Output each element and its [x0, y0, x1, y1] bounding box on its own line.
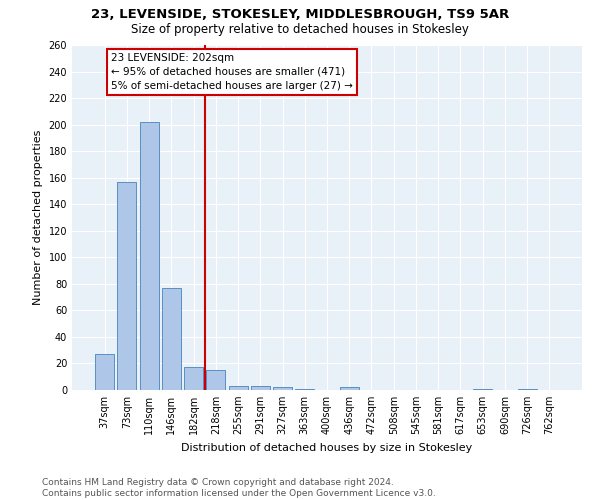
Bar [118, 182, 136, 390]
Bar [229, 386, 248, 390]
Bar [140, 122, 158, 390]
Bar [184, 368, 203, 390]
Bar [95, 354, 114, 390]
Text: Contains HM Land Registry data © Crown copyright and database right 2024.
Contai: Contains HM Land Registry data © Crown c… [42, 478, 436, 498]
Bar [518, 388, 536, 390]
Text: 23 LEVENSIDE: 202sqm
← 95% of detached houses are smaller (471)
5% of semi-detac: 23 LEVENSIDE: 202sqm ← 95% of detached h… [112, 53, 353, 91]
Text: Size of property relative to detached houses in Stokesley: Size of property relative to detached ho… [131, 22, 469, 36]
Bar [206, 370, 225, 390]
Y-axis label: Number of detached properties: Number of detached properties [33, 130, 43, 305]
Bar [473, 388, 492, 390]
Bar [162, 288, 181, 390]
X-axis label: Distribution of detached houses by size in Stokesley: Distribution of detached houses by size … [181, 442, 473, 452]
Bar [273, 388, 292, 390]
Bar [340, 388, 359, 390]
Bar [251, 386, 270, 390]
Text: 23, LEVENSIDE, STOKESLEY, MIDDLESBROUGH, TS9 5AR: 23, LEVENSIDE, STOKESLEY, MIDDLESBROUGH,… [91, 8, 509, 20]
Bar [295, 388, 314, 390]
